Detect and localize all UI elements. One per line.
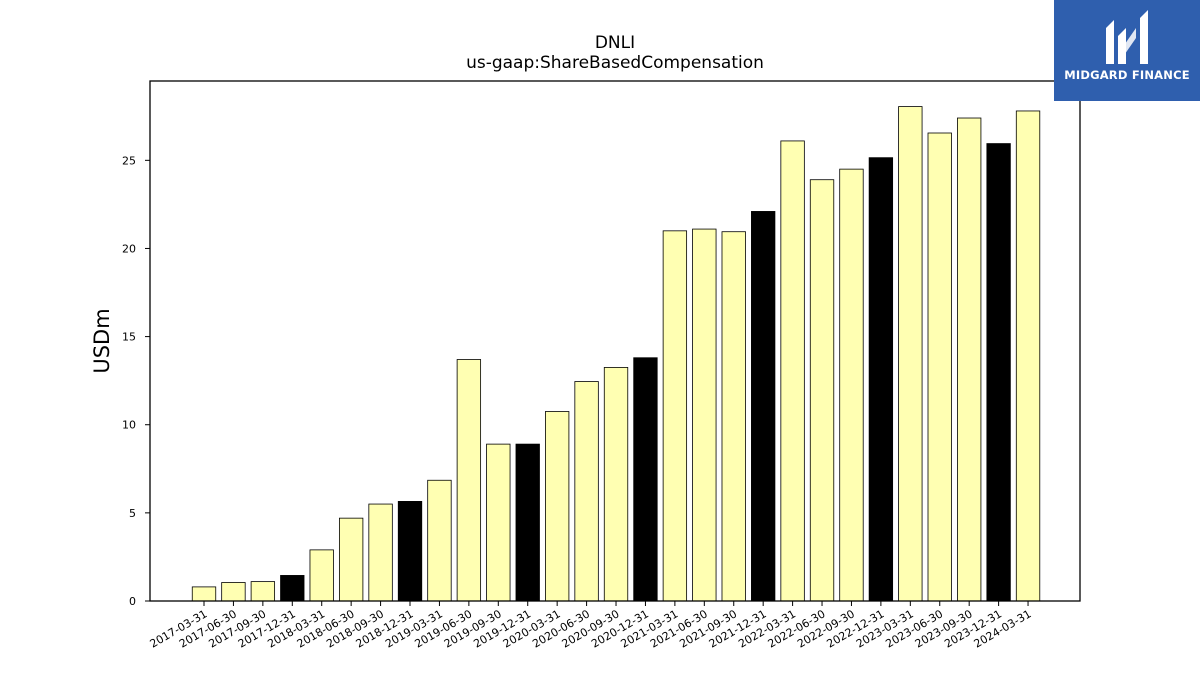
bar-2024-03-31 bbox=[1015, 110, 1041, 602]
y-axis-label: USDm bbox=[90, 308, 114, 373]
bar-2019-09-30 bbox=[486, 443, 511, 602]
bar-2023-09-30 bbox=[957, 117, 982, 602]
bar-2020-12-31 bbox=[633, 357, 658, 602]
bar-2020-06-30 bbox=[574, 381, 599, 602]
bar-2023-03-31 bbox=[898, 106, 923, 602]
bar-2019-12-31 bbox=[515, 443, 540, 602]
y-tick-label: 5 bbox=[129, 507, 136, 520]
bars-group bbox=[191, 106, 1041, 602]
plot-frame bbox=[149, 80, 1081, 602]
bar-2017-03-31 bbox=[191, 586, 217, 602]
y-tick-label: 0 bbox=[129, 595, 136, 608]
bar-2022-12-31 bbox=[868, 157, 894, 602]
y-tick-label: 20 bbox=[122, 242, 136, 255]
bar-2021-09-30 bbox=[721, 231, 746, 602]
y-tick-label: 25 bbox=[122, 154, 136, 167]
y-tick-label: 15 bbox=[122, 331, 136, 344]
y-tick-label: 10 bbox=[122, 419, 136, 432]
bar-2018-12-31 bbox=[397, 501, 423, 602]
midgard-logo-icon bbox=[1106, 10, 1148, 64]
bar-2017-12-31 bbox=[280, 575, 305, 602]
bar-2022-03-31 bbox=[780, 140, 805, 602]
bar-2018-06-30 bbox=[338, 517, 364, 602]
chart-subtitle: us-gaap:ShareBasedCompensation bbox=[466, 53, 764, 73]
bar-2022-06-30 bbox=[809, 179, 835, 602]
brand-logo: MIDGARD FINANCE bbox=[1054, 0, 1200, 101]
bar-2018-09-30 bbox=[368, 503, 393, 602]
bar-2019-03-31 bbox=[427, 479, 452, 602]
bar-2023-12-31 bbox=[986, 143, 1011, 602]
bar-2021-12-31 bbox=[751, 211, 776, 602]
bar-2020-09-30 bbox=[603, 367, 629, 602]
x-axis-ticks: 2017-03-312017-06-302017-09-302017-12-31… bbox=[148, 601, 1034, 651]
bar-2023-06-30 bbox=[927, 132, 952, 602]
bar-2019-06-30 bbox=[456, 359, 482, 602]
bar-2017-09-30 bbox=[250, 581, 276, 602]
chart-title: DNLI bbox=[595, 33, 635, 53]
bar-2022-09-30 bbox=[839, 168, 864, 602]
bar-2018-03-31 bbox=[309, 549, 334, 602]
bar-2017-06-30 bbox=[221, 582, 246, 602]
bar-2021-03-31 bbox=[662, 230, 688, 602]
y-axis-ticks: 0 5 10 15 20 25 bbox=[122, 154, 150, 608]
bar-2021-06-30 bbox=[692, 228, 717, 602]
bar-2020-03-31 bbox=[545, 411, 570, 602]
logo-text: MIDGARD FINANCE bbox=[1064, 68, 1190, 82]
